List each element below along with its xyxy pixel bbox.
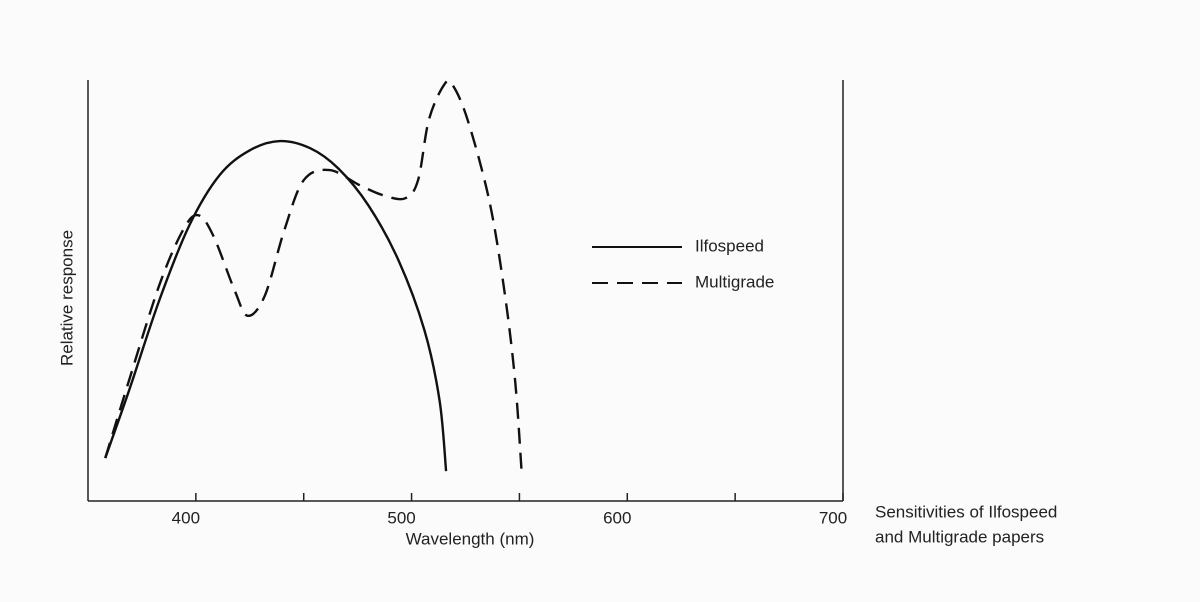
series-line bbox=[104, 139, 448, 472]
x-tick-label: 600 bbox=[603, 508, 631, 527]
caption: Sensitivities of Ilfospeed bbox=[875, 502, 1057, 521]
series-line bbox=[104, 79, 523, 472]
legend-label: Multigrade bbox=[695, 272, 774, 291]
x-tick-label: 500 bbox=[387, 508, 415, 527]
y-axis-label: Relative response bbox=[57, 230, 76, 366]
caption: and Multigrade papers bbox=[875, 527, 1044, 546]
legend-label: Ilfospeed bbox=[695, 236, 764, 255]
x-tick-label: 700 bbox=[819, 508, 847, 527]
x-axis-label: Wavelength (nm) bbox=[406, 529, 535, 548]
x-tick-label: 400 bbox=[172, 508, 200, 527]
